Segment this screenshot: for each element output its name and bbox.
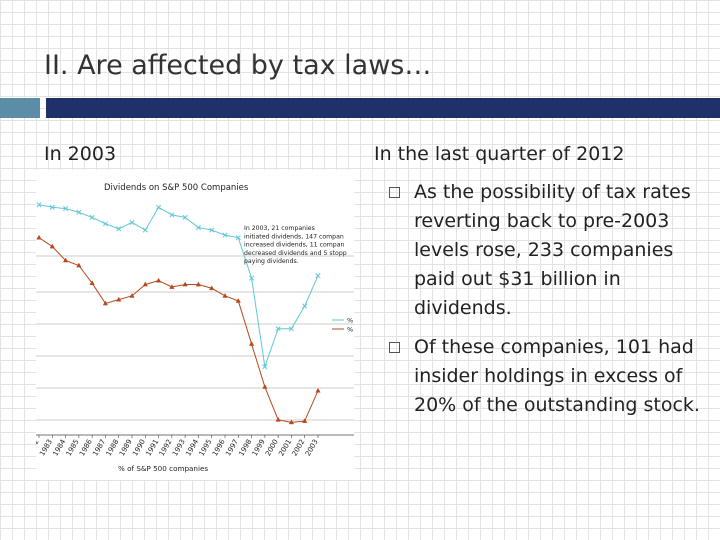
data-point [302, 418, 308, 423]
data-point [209, 227, 215, 233]
chart-annotation: initiated dividends, 147 compan [244, 233, 344, 240]
data-point [36, 234, 42, 240]
series-line [38, 237, 319, 423]
data-point [129, 292, 135, 298]
x-tick-label: 2 [36, 438, 41, 446]
data-point [63, 206, 69, 212]
data-point [235, 235, 241, 241]
chart-annotation: In 2003, 21 companies [244, 225, 315, 232]
slide-title: II. Are affected by tax laws… [44, 50, 432, 81]
data-point [156, 204, 162, 210]
chart-svg: Dividends on S&P 500 Companies In 2003, 2… [36, 183, 354, 473]
data-point [288, 326, 294, 332]
data-point [222, 232, 228, 238]
bullet-box-icon [389, 187, 400, 198]
chart-title: Dividends on S&P 500 Companies [104, 183, 249, 193]
data-point [129, 219, 135, 226]
data-point [315, 273, 321, 279]
data-point [182, 214, 188, 220]
data-point [142, 227, 148, 233]
data-point [102, 221, 108, 227]
data-point [275, 326, 281, 332]
title-accent-bar [0, 98, 40, 118]
x-tick-label: 2003 [304, 438, 320, 457]
bullet-text: Of these companies, 101 had insider hold… [414, 336, 700, 416]
data-point [116, 226, 122, 232]
data-point [102, 300, 109, 306]
data-point [116, 296, 122, 302]
legend-label: % [347, 326, 353, 334]
data-point [315, 387, 321, 393]
data-point [262, 384, 268, 389]
data-point [248, 341, 255, 346]
x-axis-label: % of S&P 500 companies [118, 464, 208, 473]
chart-annotation: paying dividends. [244, 258, 299, 265]
title-divider-bar [46, 98, 720, 118]
data-point [302, 303, 308, 309]
data-point [288, 419, 295, 425]
series-line [38, 204, 319, 367]
data-point [62, 257, 69, 263]
data-point [262, 364, 268, 370]
data-point [235, 297, 241, 303]
data-point [49, 243, 55, 249]
bullet-text: As the possibility of tax rates revertin… [414, 181, 691, 319]
data-point [275, 416, 281, 422]
data-point [169, 284, 175, 289]
left-heading: In 2003 [44, 143, 117, 165]
data-point [76, 209, 82, 215]
chart-annotation: decreased dividends and 5 stopp [244, 250, 347, 257]
data-point [36, 202, 42, 208]
data-point [249, 275, 255, 281]
chart-annotation: increased dividends, 11 compan [244, 242, 345, 249]
dividends-chart: Dividends on S&P 500 Companies In 2003, 2… [36, 170, 354, 480]
data-point [49, 204, 55, 210]
data-point [155, 277, 162, 283]
data-point [89, 214, 95, 220]
bullet-box-icon [389, 342, 400, 353]
data-point [76, 262, 82, 268]
data-point [195, 281, 202, 287]
data-point [142, 281, 148, 287]
bullet-item: Of these companies, 101 had insider hold… [376, 333, 706, 420]
data-point [195, 224, 201, 231]
data-point [222, 292, 228, 298]
legend-label: % [347, 317, 353, 325]
bullet-item: As the possibility of tax rates revertin… [376, 178, 706, 323]
data-point [182, 281, 188, 287]
data-point [169, 212, 175, 218]
bullet-list: As the possibility of tax rates revertin… [376, 178, 706, 430]
data-point [89, 280, 95, 286]
right-heading: In the last quarter of 2012 [374, 143, 625, 165]
data-point [209, 285, 215, 291]
